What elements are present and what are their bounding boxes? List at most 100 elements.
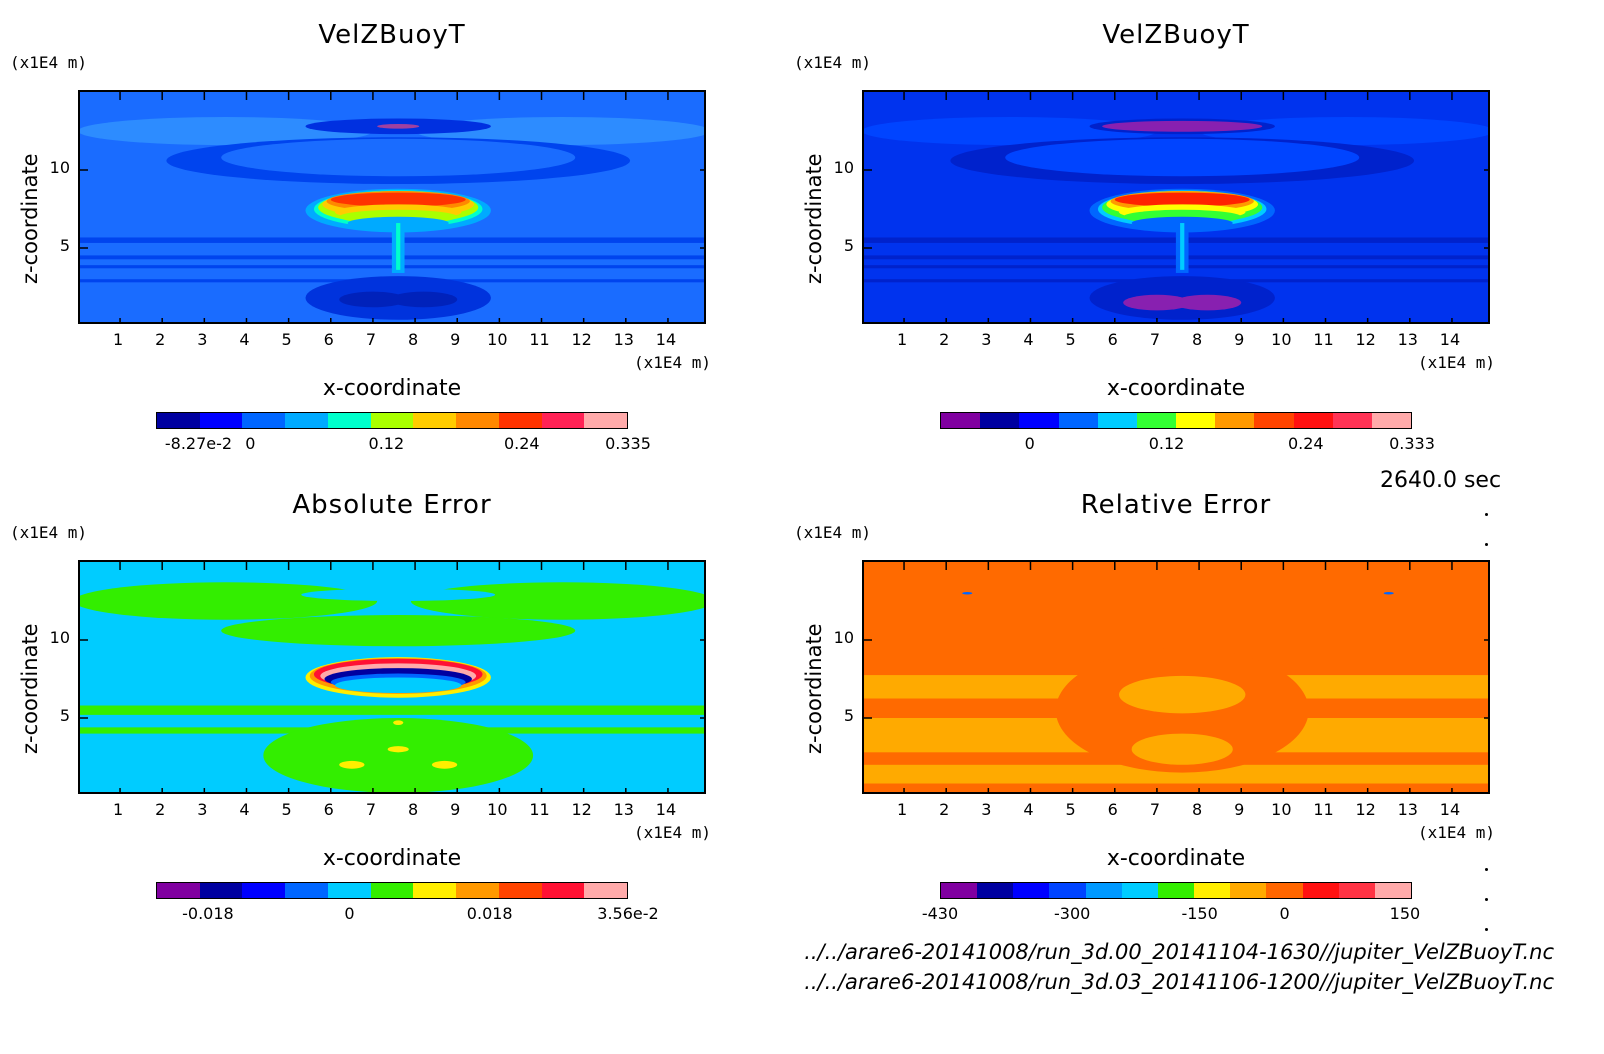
colorbar-swatch <box>1058 413 1098 428</box>
colorbar-swatch <box>1097 413 1137 428</box>
contour-region-1 <box>864 116 1157 146</box>
colorbar-swatch <box>285 883 328 898</box>
colorbar-label: 0.24 <box>503 434 540 453</box>
contour-region-10 <box>313 658 483 690</box>
x-axis-label: x-coordinate <box>1106 846 1246 871</box>
colorbar-swatch <box>242 883 286 898</box>
file-path-2: ../../arare6-20141008/run_3d.03_20141106… <box>804 970 1554 994</box>
x-tick-label: 11 <box>1313 330 1334 349</box>
y-tick-label: 10 <box>49 628 70 647</box>
x-tick-label: 14 <box>655 800 677 819</box>
colorbar-swatch <box>199 413 243 428</box>
contour-region-12 <box>1123 294 1191 311</box>
colorbar-label: 0.018 <box>466 904 513 923</box>
contour-region-5 <box>166 137 631 185</box>
colorbar-swatch <box>1121 883 1158 898</box>
x-tick-label: 2 <box>155 800 166 819</box>
colorbar-swatch <box>1085 883 1122 898</box>
contour-region-17 <box>322 191 475 218</box>
contour-region-24 <box>396 223 401 270</box>
x-tick-label: 14 <box>655 330 677 349</box>
x-tick-label: 12 <box>571 800 592 819</box>
x-tick-label: 6 <box>323 800 334 819</box>
colorbar-label: 0.24 <box>1287 434 1324 453</box>
x-tick-label: 3 <box>197 330 208 349</box>
contour-region-3 <box>301 588 496 601</box>
colorbar-label: 0.12 <box>1148 434 1185 453</box>
y-tick-label: 5 <box>59 706 70 725</box>
contour-region-16 <box>318 191 479 224</box>
colorbar-swatch <box>327 413 371 428</box>
contour-region-21 <box>1123 209 1242 224</box>
x-tick-label: 7 <box>365 330 377 349</box>
x-tick-label: 12 <box>1355 330 1376 349</box>
x-tick-label: 2 <box>939 330 950 349</box>
x-tick-label: 13 <box>613 800 634 819</box>
heatmap-canvas <box>864 92 1488 322</box>
colorbar-label: 0.12 <box>368 434 405 453</box>
x-tick-label: 1 <box>896 800 908 819</box>
contour-region-2 <box>415 116 704 146</box>
x-tick-label: 2 <box>155 330 166 349</box>
colorbar-swatch <box>1013 883 1050 898</box>
colorbar-swatch <box>1019 413 1059 428</box>
contour-region-8 <box>305 657 491 698</box>
colorbar-swatch <box>285 413 328 428</box>
chart-title: VelZBuoyT <box>1102 20 1250 50</box>
colorbar-label: 0 <box>344 904 355 923</box>
marker-dot <box>1485 898 1488 901</box>
y-axis-label: z-coordinate <box>802 623 826 754</box>
colorbar-swatch <box>413 413 457 428</box>
x-tick-label: 2 <box>939 800 950 819</box>
contour-region-12 <box>339 291 407 308</box>
x-tick-label: 7 <box>1149 800 1161 819</box>
contour-region-6 <box>80 727 704 734</box>
y-tick-label: 10 <box>833 158 854 177</box>
x-tick-label: 10 <box>1271 330 1292 349</box>
contour-region-7 <box>80 237 704 243</box>
x-tick-label: 7 <box>365 800 377 819</box>
y-tick-label: 5 <box>59 236 70 255</box>
x-tick-label: 14 <box>1439 330 1461 349</box>
contour-region-5 <box>80 705 704 715</box>
contour-region-4 <box>1055 647 1309 773</box>
contour-region-20 <box>1118 204 1246 220</box>
y-tick-label: 5 <box>843 236 854 255</box>
x-tick-label: 6 <box>1107 800 1118 819</box>
contour-region-19 <box>330 192 466 207</box>
heatmap-canvas <box>80 562 704 792</box>
contour-region-13 <box>1173 294 1242 311</box>
time-label: 2640.0 sec <box>1380 468 1502 493</box>
colorbar-swatch <box>413 883 457 898</box>
x-tick-label: 14 <box>1439 800 1461 819</box>
contour-region-12 <box>324 668 472 690</box>
file-path-1: ../../arare6-20141008/run_3d.00_20141104… <box>804 940 1554 964</box>
contour-region-18 <box>1110 191 1254 212</box>
contour-region-10 <box>80 279 704 283</box>
colorbar-swatch <box>1136 413 1177 428</box>
colorbar-swatch <box>1374 883 1412 898</box>
x-tick-label: 1 <box>112 330 124 349</box>
colorbar-swatch <box>1302 883 1339 898</box>
contour-region-1 <box>80 582 378 620</box>
y-axis-label: z-coordinate <box>802 153 826 284</box>
x-tick-label: 7 <box>1149 330 1161 349</box>
contour-region-21 <box>339 209 458 224</box>
contour-region-20 <box>334 204 462 220</box>
contour-region-5 <box>950 137 1415 185</box>
x-tick-label: 9 <box>450 330 461 349</box>
heatmap-canvas <box>80 92 704 322</box>
colorbar <box>156 882 628 899</box>
colorbar-label: -150 <box>1181 904 1218 923</box>
colorbar-swatch <box>541 413 585 428</box>
contour-region-14 <box>305 188 491 233</box>
x-axis-label: x-coordinate <box>1106 376 1246 401</box>
x-tick-label: 3 <box>197 800 208 819</box>
colorbar-swatch <box>584 883 628 898</box>
colorbar-swatch <box>498 413 542 428</box>
colorbar-swatch <box>456 883 499 898</box>
colorbar-swatch <box>370 883 414 898</box>
colorbar-swatch <box>370 413 414 428</box>
contour-region-16 <box>1102 191 1263 224</box>
